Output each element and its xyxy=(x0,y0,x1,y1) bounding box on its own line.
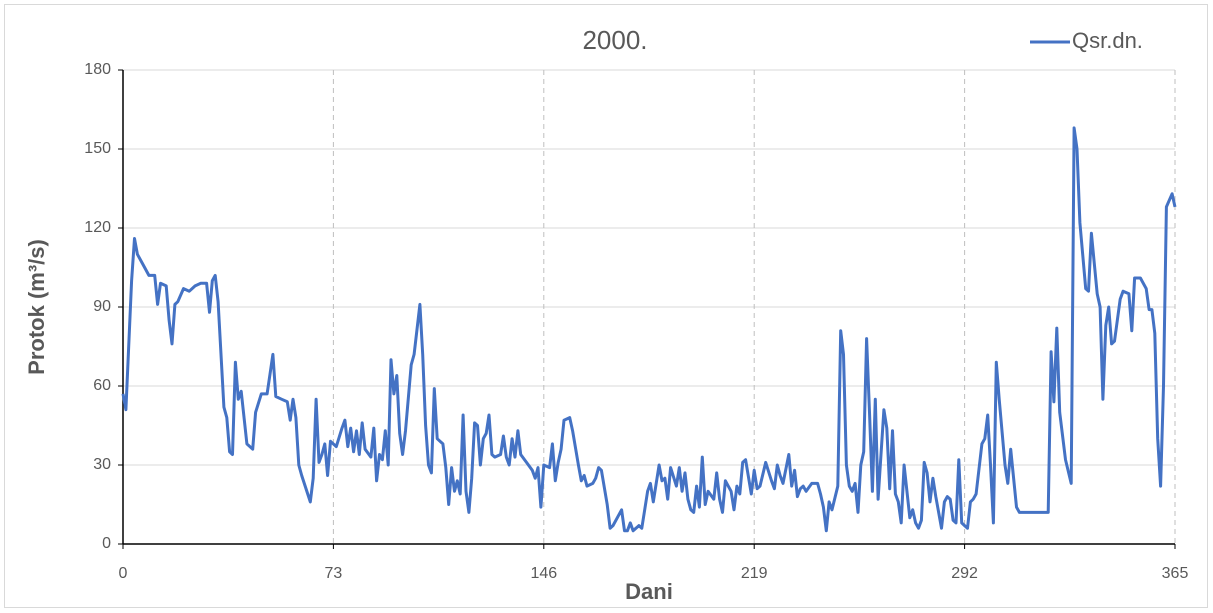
y-tick-label: 150 xyxy=(84,140,111,157)
y-axis-label: Protok (m³/s) xyxy=(24,239,49,375)
data-line xyxy=(121,126,1177,533)
chart-border xyxy=(4,4,1208,608)
x-tick-label: 146 xyxy=(530,565,557,582)
x-tick-label: 73 xyxy=(325,565,343,582)
x-tick-label: 0 xyxy=(119,565,128,582)
x-tick-label: 365 xyxy=(1162,565,1189,582)
x-tick-label: 292 xyxy=(951,565,978,582)
x-tick-label: 219 xyxy=(741,565,768,582)
y-tick-label: 0 xyxy=(102,535,111,552)
y-tick-label: 180 xyxy=(84,61,111,78)
chart-title: 2000. xyxy=(582,25,647,55)
y-tick-label: 30 xyxy=(93,456,111,473)
y-tick-label: 60 xyxy=(93,377,111,394)
legend-label: Qsr.dn. xyxy=(1072,28,1143,53)
x-axis-label: Dani xyxy=(625,579,673,604)
y-tick-label: 120 xyxy=(84,219,111,236)
y-tick-label: 90 xyxy=(93,298,111,315)
